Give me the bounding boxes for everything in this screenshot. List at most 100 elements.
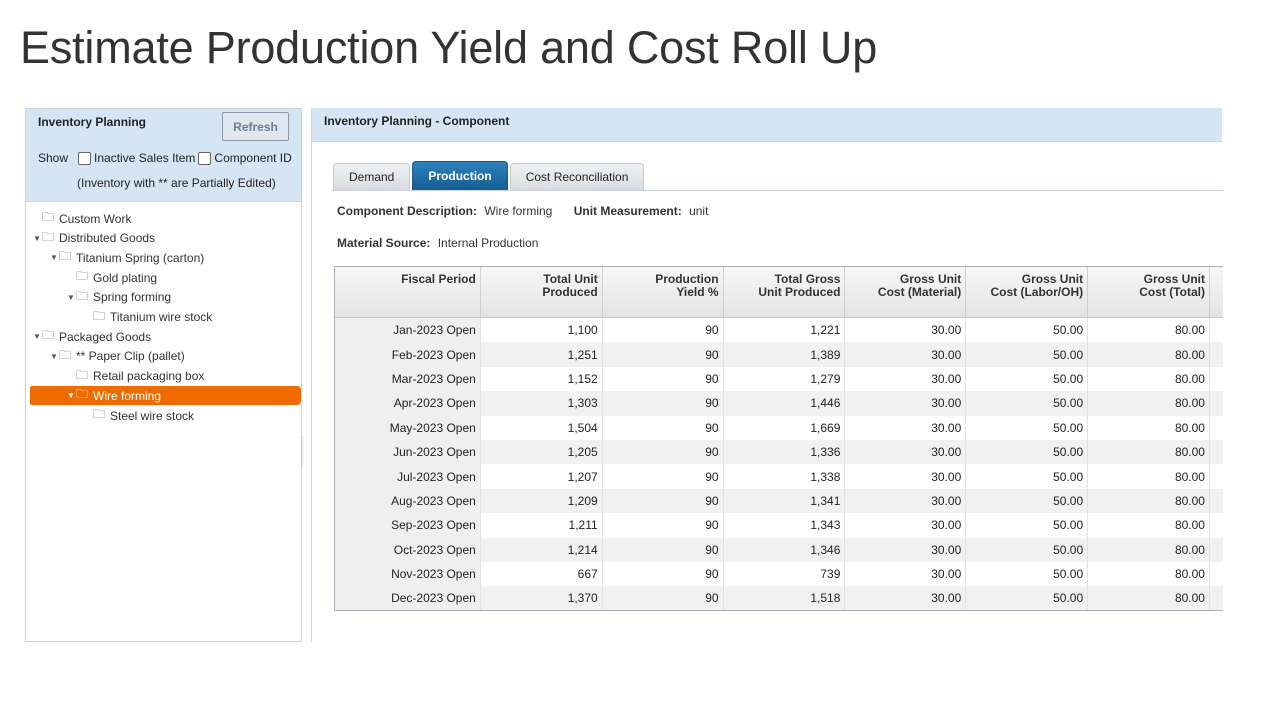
cell-gross-unit-cost-total[interactable]: 80.00	[1088, 318, 1210, 343]
col-header-production-yield[interactable]: Production Yield %	[603, 267, 724, 317]
cell-gross-unit-cost-total[interactable]: 80.00	[1088, 342, 1210, 367]
component-id-checkbox[interactable]	[198, 151, 212, 165]
col-header-fiscal-period[interactable]: Fiscal Period	[335, 267, 481, 317]
cell-gross-unit-cost-total[interactable]: 80.00	[1088, 439, 1210, 465]
expand-arrow-icon[interactable]: ▼	[67, 292, 75, 302]
tree-item[interactable]: 🗀 Gold plating	[30, 268, 157, 287]
tree-item[interactable]: ▼ 🗀 Spring forming	[30, 288, 171, 307]
tab-production[interactable]: Production	[412, 161, 508, 190]
cell-gross-unit-cost-material[interactable]: 30.00	[845, 439, 967, 465]
cell-total-unit-produced[interactable]: 1,251	[481, 342, 603, 367]
cell-gross-unit-cost-labor[interactable]: 50.00	[966, 586, 1089, 610]
cell-gross-unit-cost-labor[interactable]: 50.00	[966, 464, 1089, 489]
cell-gross-unit-cost-labor[interactable]: 50.00	[966, 488, 1089, 514]
cell-total-gross-unit-produced[interactable]: 1,389	[724, 342, 846, 367]
cell-gross-unit-cost-total[interactable]: 80.00	[1088, 513, 1210, 538]
table-row[interactable]: Jun-2023 Open 1,205 90 1,336 30.00 50.00 80.00	[335, 439, 1223, 465]
col-header-gross-unit-cost-labor[interactable]: Gross Unit Cost (Labor/OH)	[966, 267, 1089, 317]
cell-total-gross-unit-produced[interactable]: 1,346	[724, 537, 846, 562]
tree-item[interactable]: ▼ 🗀 Wire forming	[30, 386, 301, 406]
table-row[interactable]: Jul-2023 Open 1,207 90 1,338 30.00 50.00 80.00	[335, 464, 1223, 489]
cell-gross-unit-cost-total[interactable]: 80.00	[1088, 415, 1210, 440]
cell-total-unit-produced[interactable]: 1,209	[481, 488, 603, 514]
tab-cost-reconciliation[interactable]: Cost Reconciliation	[509, 163, 645, 190]
cell-total-unit-produced[interactable]: 1,370	[481, 586, 603, 610]
cell-gross-unit-cost-material[interactable]: 30.00	[845, 586, 967, 610]
cell-gross-unit-cost-material[interactable]: 30.00	[845, 366, 967, 392]
cell-total-unit-produced[interactable]: 667	[481, 561, 603, 587]
cell-total-unit-produced[interactable]: 1,205	[481, 439, 603, 465]
tree-item[interactable]: ▼ 🗀 Packaged Goods	[30, 327, 151, 346]
cell-gross-unit-cost-total[interactable]: 80.00	[1088, 561, 1210, 587]
col-header-gross-unit-cost-material[interactable]: Gross Unit Cost (Material)	[845, 267, 967, 317]
table-row[interactable]: Aug-2023 Open 1,209 90 1,341 30.00 50.00 80.00	[335, 488, 1223, 514]
cell-total-gross-unit-produced[interactable]: 1,669	[724, 415, 846, 440]
inactive-sales-item-checkbox[interactable]	[78, 151, 92, 165]
cell-production-yield[interactable]: 90	[603, 537, 724, 562]
cell-production-yield[interactable]: 90	[603, 366, 724, 392]
cell-total-unit-produced[interactable]: 1,211	[481, 513, 603, 538]
cell-gross-unit-cost-total[interactable]: 80.00	[1088, 586, 1210, 610]
table-row[interactable]: May-2023 Open 1,504 90 1,669 30.00 50.00 80.00	[335, 415, 1223, 440]
cell-production-yield[interactable]: 90	[603, 513, 724, 538]
cell-total-unit-produced[interactable]: 1,152	[481, 366, 603, 392]
cell-production-yield[interactable]: 90	[603, 342, 724, 367]
tree-item[interactable]: 🗀 Retail packaging box	[30, 367, 204, 386]
expand-arrow-icon[interactable]: ▼	[33, 233, 41, 243]
cell-gross-unit-cost-labor[interactable]: 50.00	[966, 439, 1089, 465]
tab-demand[interactable]: Demand	[333, 163, 411, 190]
cell-gross-unit-cost-total[interactable]: 80.00	[1088, 366, 1210, 392]
cell-gross-unit-cost-material[interactable]: 30.00	[845, 561, 967, 587]
table-row[interactable]: Sep-2023 Open 1,211 90 1,343 30.00 50.00 80.00	[335, 513, 1223, 538]
cell-production-yield[interactable]: 90	[603, 586, 724, 610]
table-row[interactable]: Jan-2023 Open 1,100 90 1,221 30.00 50.00 80.00	[335, 318, 1223, 343]
cell-gross-unit-cost-material[interactable]: 30.00	[845, 537, 967, 562]
table-row[interactable]: Nov-2023 Open 667 90 739 30.00 50.00 80.00	[335, 561, 1223, 587]
table-row[interactable]: Mar-2023 Open 1,152 90 1,279 30.00 50.00 80.00	[335, 366, 1223, 392]
table-row[interactable]: Apr-2023 Open 1,303 90 1,446 30.00 50.00 80.00	[335, 391, 1223, 416]
cell-gross-unit-cost-labor[interactable]: 50.00	[966, 537, 1089, 562]
cell-gross-unit-cost-labor[interactable]: 50.00	[966, 513, 1089, 538]
tree-item[interactable]: 🗀 Titanium wire stock	[30, 308, 212, 327]
cell-production-yield[interactable]: 90	[603, 464, 724, 489]
cell-total-gross-unit-produced[interactable]: 1,446	[724, 391, 846, 416]
expand-arrow-icon[interactable]: ▼	[67, 391, 75, 401]
refresh-button[interactable]: Refresh	[222, 112, 289, 141]
cell-gross-unit-cost-material[interactable]: 30.00	[845, 488, 967, 514]
table-row[interactable]: Oct-2023 Open 1,214 90 1,346 30.00 50.00 80.00	[335, 537, 1223, 562]
col-header-total-unit-produced[interactable]: Total Unit Produced	[481, 267, 603, 317]
expand-arrow-icon[interactable]: ▼	[50, 253, 58, 263]
cell-gross-unit-cost-total[interactable]: 80.00	[1088, 464, 1210, 489]
cell-total-gross-unit-produced[interactable]: 1,518	[724, 586, 846, 610]
cell-total-unit-produced[interactable]: 1,100	[481, 318, 603, 343]
cell-gross-unit-cost-labor[interactable]: 50.00	[966, 342, 1089, 367]
tree-item[interactable]: ▼ 🗀 Distributed Goods	[30, 229, 155, 248]
cell-gross-unit-cost-total[interactable]: 80.00	[1088, 391, 1210, 416]
cell-gross-unit-cost-material[interactable]: 30.00	[845, 342, 967, 367]
cell-production-yield[interactable]: 90	[603, 415, 724, 440]
cell-gross-unit-cost-labor[interactable]: 50.00	[966, 415, 1089, 440]
cell-gross-unit-cost-labor[interactable]: 50.00	[966, 391, 1089, 416]
cell-production-yield[interactable]: 90	[603, 318, 724, 343]
tree-item[interactable]: ▼ 🗀 Titanium Spring (carton)	[30, 248, 204, 267]
cell-gross-unit-cost-material[interactable]: 30.00	[845, 318, 967, 343]
cell-total-unit-produced[interactable]: 1,207	[481, 464, 603, 489]
panel-splitter-handle[interactable]: ⁞ ⁞ ⁞ ⁞ ⁞ ⁞ ⁞	[301, 435, 304, 468]
cell-gross-unit-cost-labor[interactable]: 50.00	[966, 366, 1089, 392]
cell-gross-unit-cost-labor[interactable]: 50.00	[966, 561, 1089, 587]
table-row[interactable]: Feb-2023 Open 1,251 90 1,389 30.00 50.00 80.00	[335, 342, 1223, 367]
cell-production-yield[interactable]: 90	[603, 391, 724, 416]
cell-total-gross-unit-produced[interactable]: 1,279	[724, 366, 846, 392]
col-header-total-gross-unit-produced[interactable]: Total Gross Unit Produced	[724, 267, 846, 317]
cell-production-yield[interactable]: 90	[603, 439, 724, 465]
cell-gross-unit-cost-material[interactable]: 30.00	[845, 391, 967, 416]
cell-total-unit-produced[interactable]: 1,214	[481, 537, 603, 562]
cell-total-unit-produced[interactable]: 1,504	[481, 415, 603, 440]
cell-total-gross-unit-produced[interactable]: 739	[724, 561, 846, 587]
tree-item[interactable]: ▼ 🗀 ** Paper Clip (pallet)	[30, 347, 185, 366]
cell-production-yield[interactable]: 90	[603, 488, 724, 514]
cell-total-gross-unit-produced[interactable]: 1,221	[724, 318, 846, 343]
cell-total-gross-unit-produced[interactable]: 1,338	[724, 464, 846, 489]
cell-gross-unit-cost-total[interactable]: 80.00	[1088, 488, 1210, 514]
tree-item[interactable]: 🗀 Custom Work	[30, 209, 131, 228]
